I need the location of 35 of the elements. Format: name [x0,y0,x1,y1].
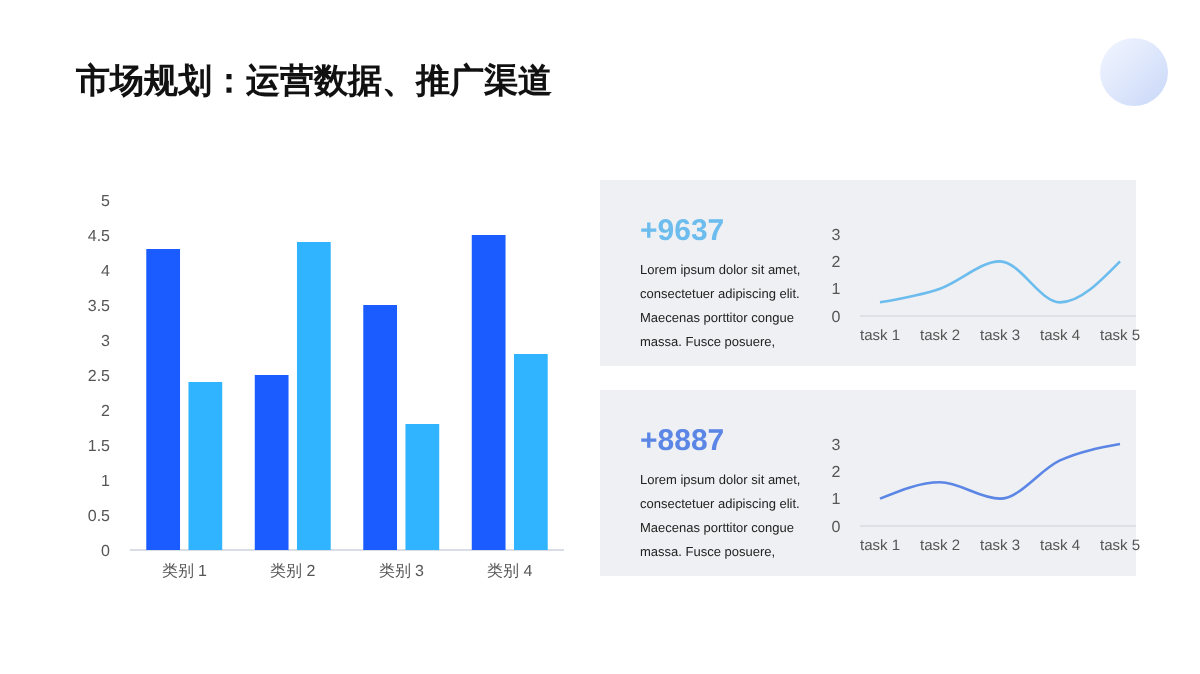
y-tick-label: 0.5 [87,506,112,525]
y-tick-label: 1 [831,490,842,509]
bar [471,235,506,550]
chart-title: +9637 [640,214,725,248]
y-tick-label: 5 [101,191,112,210]
y-tick-label: 3 [101,331,112,350]
y-tick-label: 1 [831,280,842,299]
y-tick-label: 1 [101,471,112,490]
bar [513,354,548,550]
y-tick-label: 2 [831,462,842,481]
y-tick-label: 2 [831,252,842,271]
y-tick-label: 4 [101,261,112,280]
bar [296,242,331,550]
x-tick-label: 类别 2 [270,562,317,580]
bar [405,424,440,550]
chart-title: 市场规划：运营数据、推广渠道 [74,62,552,100]
y-tick-label: 4.5 [87,226,112,245]
y-tick-label: 1.5 [87,436,112,455]
y-tick-label: 0 [831,517,842,536]
bar [363,305,398,550]
bar [188,382,223,550]
chart-title: +8887 [640,424,725,458]
y-tick-label: 2.5 [87,366,112,385]
y-tick-label: 3.5 [87,296,112,315]
y-tick-label: 0 [831,307,842,326]
bar [254,375,289,550]
bar [146,249,181,550]
x-tick-label: 类别 4 [487,562,534,580]
y-tick-label: 3 [831,435,842,454]
y-tick-label: 2 [101,401,112,420]
x-tick-label: 类别 1 [161,562,209,580]
line-series [878,442,1122,500]
y-tick-label: 0 [101,541,112,560]
x-tick-label: 类别 3 [378,562,426,580]
y-tick-label: 3 [831,225,842,244]
